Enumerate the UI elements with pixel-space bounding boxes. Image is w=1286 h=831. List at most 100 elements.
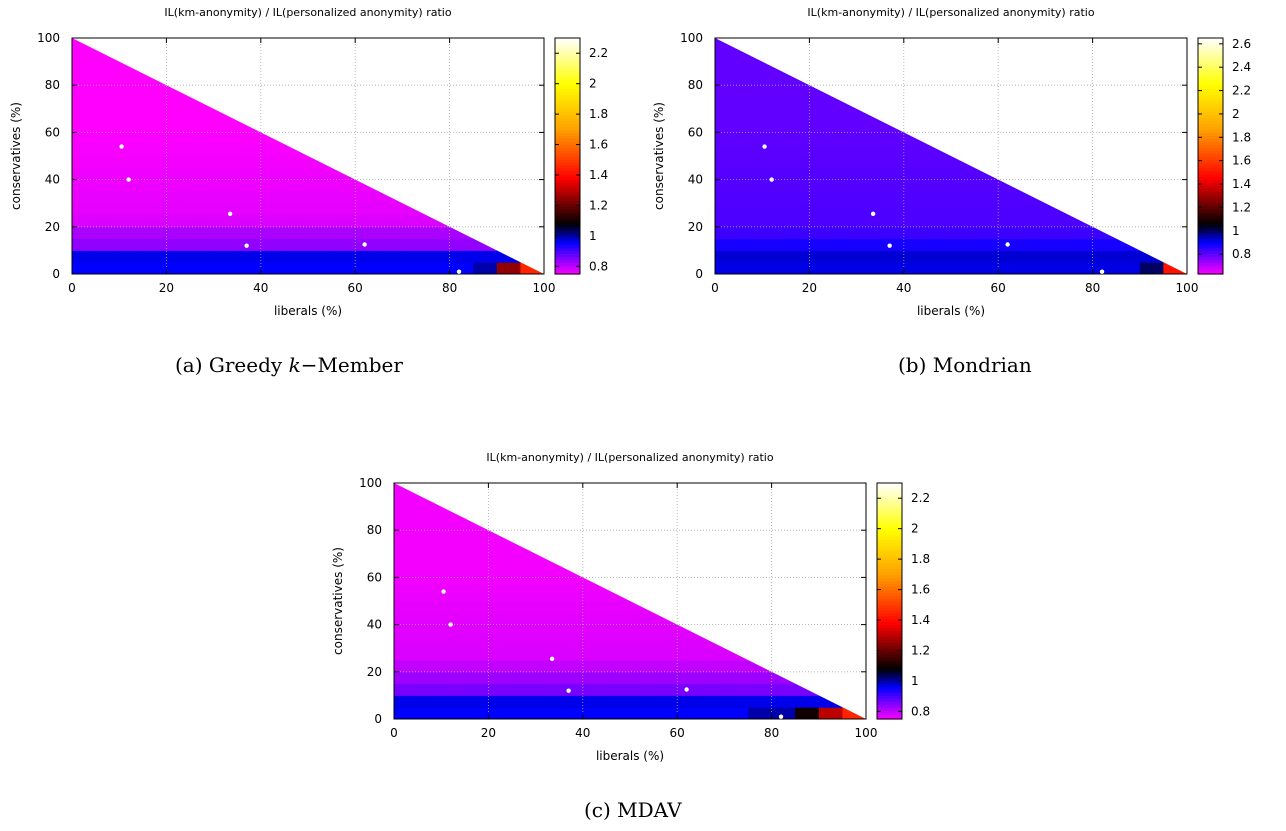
heatmap-cell xyxy=(762,179,787,192)
heatmap-cell xyxy=(441,565,466,578)
plot-frame xyxy=(71,37,545,275)
heatmap-cell xyxy=(378,250,403,263)
colorbar-segment xyxy=(877,571,902,576)
grid-lines xyxy=(72,38,544,274)
heatmap-cell xyxy=(715,108,740,122)
heatmap-cell xyxy=(119,73,144,86)
heatmap-cell xyxy=(559,707,584,720)
heatmap-cell xyxy=(378,238,403,251)
heatmap-cell xyxy=(308,226,333,240)
colorbar-segment xyxy=(877,612,902,617)
heatmap-cell xyxy=(308,238,333,251)
heatmap-cell xyxy=(809,250,834,263)
heatmap-cell xyxy=(142,215,167,228)
heatmap-cell xyxy=(308,250,333,263)
colorbar-segment xyxy=(555,126,580,131)
colorbar-segment xyxy=(1198,250,1223,254)
heatmap-cell xyxy=(394,494,419,508)
heatmap-cell xyxy=(473,262,498,275)
heatmap-cell xyxy=(903,262,928,275)
colorbar-segment xyxy=(877,671,902,676)
heatmap-cell xyxy=(417,636,442,649)
heatmap-cell xyxy=(738,215,763,228)
colorbar-segment xyxy=(555,150,580,154)
y-axis-label: conservatives (%) xyxy=(652,102,666,210)
heatmap-cell xyxy=(630,671,655,685)
y-tick-label: 20 xyxy=(367,665,382,679)
colorbar-segment xyxy=(1198,262,1223,266)
colorbar-tick-label: 2 xyxy=(589,77,597,91)
heatmap-cell xyxy=(559,671,584,685)
heatmap-cell xyxy=(677,660,702,673)
colorbar-segment xyxy=(877,624,902,629)
heatmap-cell xyxy=(213,179,238,192)
colorbar-segment xyxy=(555,256,580,260)
colorbar-segment xyxy=(877,630,902,635)
colorbar-segment xyxy=(877,674,902,679)
heatmap-cell xyxy=(582,612,607,626)
heatmap-cell xyxy=(331,191,356,204)
heatmap-cell xyxy=(237,167,262,181)
colorbar-segment xyxy=(555,58,580,63)
heatmap-cell xyxy=(237,156,262,169)
heatmap-cell xyxy=(951,215,976,228)
x-axis-label: liberals (%) xyxy=(274,304,342,318)
heatmap-cell xyxy=(998,191,1023,204)
colorbar-segment xyxy=(1198,46,1223,51)
heatmap-cell xyxy=(606,648,631,661)
heatmap-cell xyxy=(700,695,725,708)
x-tick-label: 100 xyxy=(1176,281,1199,295)
heatmap-cell xyxy=(394,506,419,519)
y-tick-label: 60 xyxy=(367,570,382,584)
heatmap-cell xyxy=(95,85,120,98)
heatmap-cell xyxy=(715,49,740,63)
heatmap-cell xyxy=(95,179,120,192)
colorbar-segment xyxy=(555,144,580,148)
grid-lines xyxy=(394,483,866,719)
heatmap-cell xyxy=(974,262,999,275)
heatmap-cell xyxy=(748,671,773,685)
heatmap-cell xyxy=(441,530,466,543)
colorbar-segment xyxy=(555,173,580,178)
heatmap-cell xyxy=(512,601,537,614)
colorbar-segment xyxy=(1198,176,1223,181)
colorbar-tick-label: 2 xyxy=(1232,107,1240,121)
heatmap-cell xyxy=(856,215,881,228)
heatmap-cell xyxy=(559,648,584,661)
heatmap-cell xyxy=(213,250,238,263)
heatmap-cell xyxy=(738,250,763,263)
colorbar-segment xyxy=(877,680,902,685)
colorbar-tick-label: 1.6 xyxy=(1232,154,1251,168)
heatmap-cell xyxy=(1045,250,1070,263)
heatmap-cell xyxy=(142,144,167,157)
heatmap-cell xyxy=(606,660,631,673)
heatmap-cell xyxy=(833,191,858,204)
triangle-mask xyxy=(394,483,866,719)
triangle-mask xyxy=(715,38,1187,274)
heatmap-cell xyxy=(488,612,513,626)
heatmap-cell xyxy=(559,683,584,696)
heatmap-cell xyxy=(559,624,584,637)
heatmap-cell xyxy=(535,589,560,602)
heatmap-cell xyxy=(355,238,380,251)
heatmap-cell xyxy=(119,120,144,133)
x-tick-label: 100 xyxy=(533,281,556,295)
colorbar-segment xyxy=(555,123,580,128)
colorbar-segment xyxy=(555,244,580,249)
colorbar-segment xyxy=(877,695,902,699)
heatmap-cell xyxy=(95,108,120,122)
heatmap-cell xyxy=(1139,262,1164,275)
heatmap-cell xyxy=(582,660,607,673)
heatmap-cell xyxy=(606,695,631,708)
heatmap-cell xyxy=(464,660,489,673)
x-tick-label: 20 xyxy=(159,281,174,295)
colorbar-segment xyxy=(1198,52,1223,57)
heatmap-cell xyxy=(237,215,262,228)
heatmap-cell xyxy=(237,250,262,263)
colorbar-segment xyxy=(555,67,580,72)
colorbar-segment xyxy=(877,494,902,499)
colorbar-segment xyxy=(1198,259,1223,263)
x-tick-label: 80 xyxy=(1085,281,1100,295)
heatmap-cell xyxy=(72,120,97,133)
heatmap-cell xyxy=(785,120,810,133)
